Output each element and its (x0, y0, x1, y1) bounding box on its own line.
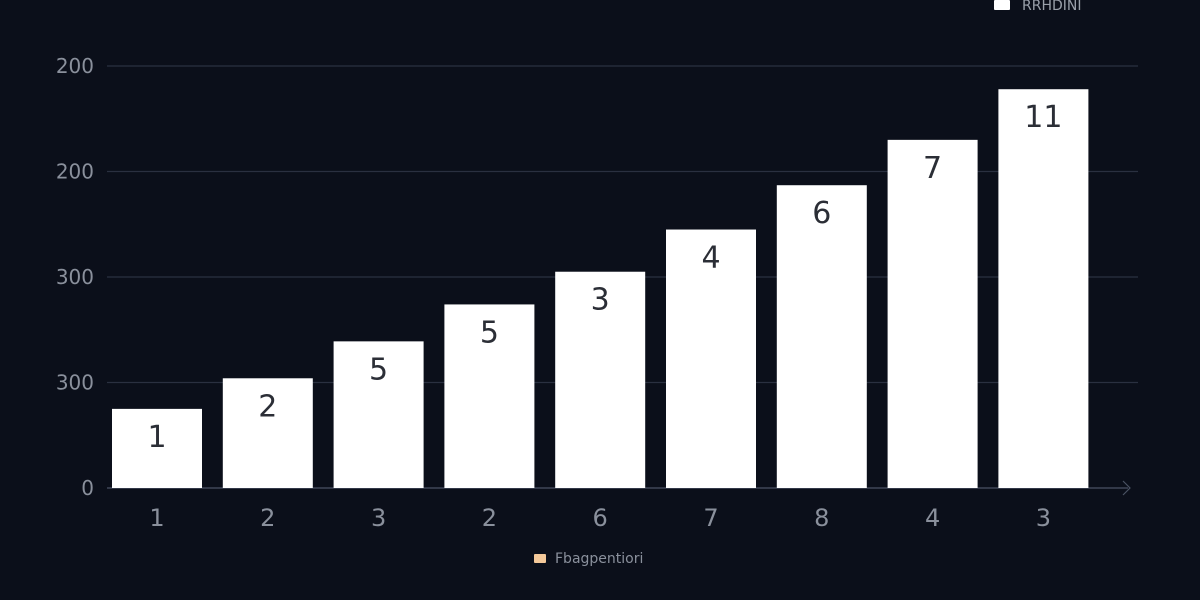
bar-data-label: 3 (591, 283, 610, 318)
bar (444, 304, 535, 488)
y-tick-label: 200 (56, 160, 94, 184)
legend-top-label: RRHDINI (1022, 0, 1082, 14)
bar-data-label: 6 (812, 196, 831, 231)
legend-top-swatch (994, 0, 1010, 10)
x-tick-label: 6 (593, 504, 608, 532)
legend-bottom-swatch (534, 554, 546, 563)
bar (998, 89, 1089, 489)
y-tick-label: 300 (56, 265, 94, 289)
x-axis-ticks: 1 2 3 2 6 7 8 4 3 (149, 504, 1051, 532)
y-tick-label: 0 (81, 476, 94, 500)
x-tick-label: 1 (149, 504, 164, 532)
x-axis-arrow-icon (1122, 480, 1131, 496)
bar-data-label: 11 (1024, 100, 1062, 135)
bar (887, 139, 978, 488)
x-tick-label: 4 (925, 504, 940, 532)
bar (776, 185, 867, 488)
x-tick-label: 3 (1036, 504, 1051, 532)
x-tick-label: 2 (482, 504, 497, 532)
legend-top-right: RRHDINI (994, 0, 1082, 14)
y-tick-label: 300 (56, 371, 94, 395)
bar-data-labels: 1 2 5 5 3 4 6 7 11 (147, 100, 1062, 455)
y-axis-ticks: 0 300 300 200 200 (56, 54, 94, 500)
bar-data-label: 1 (147, 420, 166, 455)
bars (112, 89, 1089, 489)
bar-data-label: 5 (369, 352, 388, 387)
bar (333, 341, 424, 488)
x-tick-label: 8 (814, 504, 829, 532)
bar-data-label: 2 (258, 389, 277, 424)
bar-data-label: 5 (480, 315, 499, 350)
x-tick-label: 7 (703, 504, 718, 532)
bar (555, 271, 646, 488)
legend-bottom-label: Fbagpentiori (555, 551, 643, 567)
legend-bottom: Fbagpentiori (534, 551, 643, 567)
x-tick-label: 3 (371, 504, 386, 532)
bar (112, 408, 202, 488)
bar (666, 229, 756, 488)
x-tick-label: 2 (260, 504, 275, 532)
bar-data-label: 4 (701, 241, 720, 276)
y-tick-label: 200 (56, 54, 94, 78)
bar (222, 378, 313, 488)
bar-data-label: 7 (923, 151, 942, 186)
